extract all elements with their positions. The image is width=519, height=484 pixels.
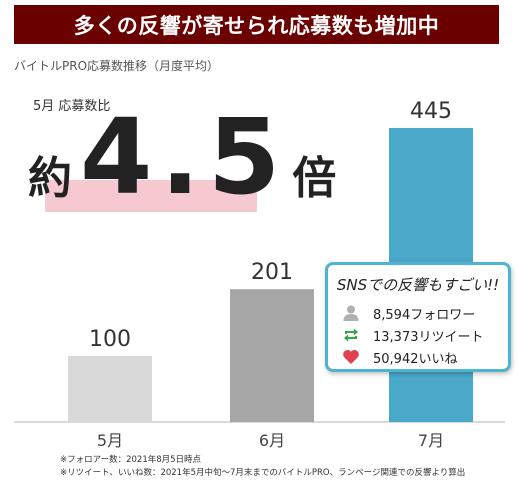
category-label-1: 5月 <box>97 431 123 450</box>
sns-retweets-count: 13,373リツイート <box>373 329 484 345</box>
heart-icon <box>342 348 360 366</box>
sns-followers-row: 8,594フォロワー <box>342 303 475 323</box>
growth-multiplier: 約 4.5 倍 <box>28 105 336 225</box>
chart-subtitle: バイトルPRO応募数推移（月度平均） <box>14 59 220 73</box>
sns-likes-row: 50,942いいね <box>342 347 458 367</box>
sns-title: SNSでの反響もすごい!! <box>336 276 500 294</box>
retweet-icon <box>342 326 360 344</box>
sns-retweets-row: 13,373リツイート <box>342 325 484 345</box>
bar-value-label-3: 445 <box>410 99 452 124</box>
sns-callout: SNSでの反響もすごい!! 8,594フォロワー 13,373リツイート <box>325 262 511 372</box>
sns-followers-count: 8,594フォロワー <box>373 307 476 323</box>
footnote-followers: ※フォロアー数：2021年8月5日時点 <box>60 455 202 465</box>
bar-1 <box>68 355 152 422</box>
page-banner: 多くの反響が寄せられ応募数も増加中 <box>14 5 499 44</box>
multiplier-highlight <box>45 180 257 212</box>
bar-value-label-2: 201 <box>251 260 293 285</box>
person-icon <box>342 304 360 322</box>
multiplier-value: 4.5 <box>80 96 289 218</box>
bar-value-label-1: 100 <box>89 327 131 352</box>
bar-2 <box>230 289 314 422</box>
footnote-engagement: ※リツイート、いいね数：2021年5月中旬～7月末までのバイトルPRO、ランペー… <box>60 468 466 478</box>
category-label-3: 7月 <box>418 431 444 450</box>
comparison-label: 5月 応募数比 <box>33 99 111 114</box>
category-label-2: 6月 <box>259 431 285 450</box>
multiplier-prefix: 約 <box>28 153 72 204</box>
multiplier-suffix: 倍 <box>292 153 337 204</box>
sns-likes-count: 50,942いいね <box>373 351 458 367</box>
page-title: 多くの反響が寄せられ応募数も増加中 <box>73 13 440 38</box>
